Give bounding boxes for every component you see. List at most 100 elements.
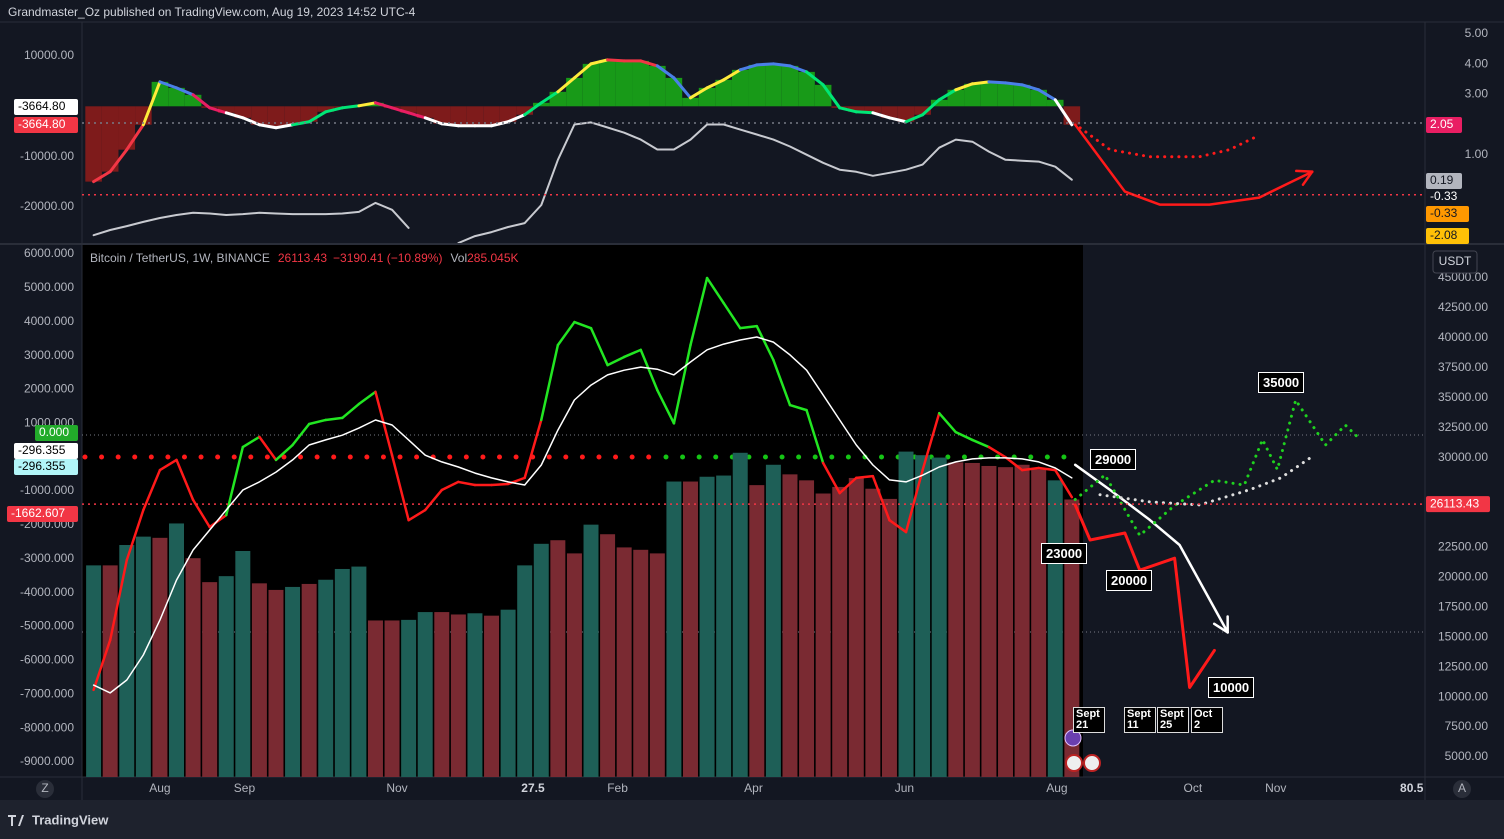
- volume-bar: [998, 467, 1014, 777]
- line-segment: [125, 123, 145, 152]
- volume-bar: [367, 620, 383, 777]
- histogram-column: [217, 106, 235, 113]
- price-badge: [7, 506, 78, 522]
- line-segment: [954, 82, 974, 92]
- line-segment: [572, 62, 593, 80]
- line-segment: [374, 390, 394, 457]
- volume-bar: [268, 589, 284, 777]
- line-segment: [589, 58, 610, 66]
- line-segment: [854, 110, 875, 115]
- zoom-label[interactable]: Z: [41, 781, 48, 795]
- line-segment: [158, 80, 179, 90]
- footer-brand: TradingView: [32, 812, 109, 827]
- line-segment: [540, 343, 560, 422]
- line-segment: [672, 76, 692, 100]
- price-badge-label: 0.000: [39, 425, 69, 439]
- auto-label[interactable]: A: [1458, 781, 1466, 795]
- y-tick-label: 10000.00: [24, 48, 74, 62]
- line-segment: [622, 348, 643, 359]
- y-tick-label: 3000.000: [24, 348, 74, 362]
- zoom-button[interactable]: [36, 780, 54, 798]
- line-segment: [340, 104, 361, 110]
- histogram-column: [765, 63, 782, 107]
- volume-bar: [86, 565, 102, 777]
- histogram-column: [499, 106, 517, 122]
- line-segment: [689, 276, 709, 347]
- histogram-column: [317, 106, 335, 112]
- line-segment: [423, 116, 444, 126]
- volume-bar: [484, 615, 500, 777]
- auto-button[interactable]: [1453, 780, 1471, 798]
- line-segment: [606, 355, 626, 367]
- volume-bar: [600, 534, 616, 777]
- volume-bar: [318, 579, 334, 777]
- price-badge-label: -1662.607: [11, 506, 65, 520]
- y2-tick-label: 7500.00: [1445, 719, 1489, 733]
- y-tick-label: -20000.00: [20, 199, 74, 213]
- line-segment: [921, 411, 941, 472]
- legend-symbol: Bitcoin / TetherUS, 1W, BINANCE: [90, 251, 270, 265]
- annotation: 20000: [1106, 570, 1153, 591]
- volume-bar: [119, 545, 135, 777]
- histogram-column: [251, 106, 268, 125]
- line-segment: [639, 348, 659, 392]
- line-segment: [208, 106, 228, 115]
- price-badge: [1426, 228, 1469, 244]
- volume-bar: [152, 537, 168, 777]
- line-segment: [523, 101, 543, 117]
- volume-bar: [948, 462, 964, 777]
- volume-bar: [566, 553, 582, 777]
- currency-label[interactable]: USDT: [1439, 254, 1472, 268]
- legend-close: 26113.43: [278, 251, 327, 265]
- line-segment: [1020, 83, 1041, 92]
- volume-bar: [865, 488, 881, 777]
- volume-bar: [517, 565, 533, 777]
- histogram-column: [284, 106, 301, 125]
- volume-bar: [666, 481, 682, 777]
- histogram-column: [715, 79, 732, 107]
- line-segment: [1004, 81, 1024, 87]
- histogram-column: [516, 106, 533, 115]
- histogram-column: [151, 81, 169, 107]
- y-tick-label: -9000.000: [20, 754, 74, 768]
- x-tick-label: Jun: [895, 781, 914, 795]
- y2-tick-label: 45000.00: [1438, 270, 1488, 284]
- price-badge: [14, 117, 78, 133]
- histogram-column: [748, 64, 766, 107]
- y2-tick-label: 1.00: [1465, 147, 1489, 161]
- line-segment: [324, 106, 344, 114]
- line-segment: [490, 482, 510, 487]
- line-segment: [738, 63, 759, 72]
- line-segment: [191, 498, 211, 529]
- price-badge: [14, 459, 78, 475]
- line-segment: [771, 62, 792, 68]
- series-line: [92, 336, 1073, 694]
- line-segment: [855, 474, 875, 480]
- histogram-column: [649, 65, 666, 107]
- volume-bar: [417, 612, 433, 777]
- currency-button[interactable]: [1432, 250, 1478, 274]
- header-text: Grandmaster_Oz published on TradingView.…: [8, 5, 416, 19]
- x-tick-label: Sep: [234, 781, 256, 795]
- line-segment: [307, 110, 328, 124]
- legend-change: −3190.41 (−10.89%): [333, 251, 442, 265]
- volume-bar: [434, 612, 450, 777]
- price-badge-label: 0.19: [1430, 173, 1454, 187]
- price-badge: [14, 99, 78, 115]
- line-segment: [805, 70, 825, 87]
- series-line: [1098, 456, 1313, 507]
- axes: 10000.00 -10000.00 -20000.00 5.00 4.00 3.00 1.…: [7, 26, 1490, 795]
- line-segment: [1054, 468, 1074, 499]
- volume-bar: [732, 452, 748, 777]
- line-segment: [258, 435, 278, 462]
- y2-tick-label: 4.00: [1465, 56, 1489, 70]
- line-segment: [772, 358, 792, 407]
- line-segment: [1053, 98, 1074, 127]
- event-label: Sept 21: [1073, 707, 1105, 733]
- histogram-column: [964, 83, 981, 107]
- price-badge-label: -2.08: [1430, 228, 1458, 242]
- line-segment: [755, 324, 775, 362]
- line-segment: [788, 403, 808, 412]
- line-segment: [274, 443, 294, 462]
